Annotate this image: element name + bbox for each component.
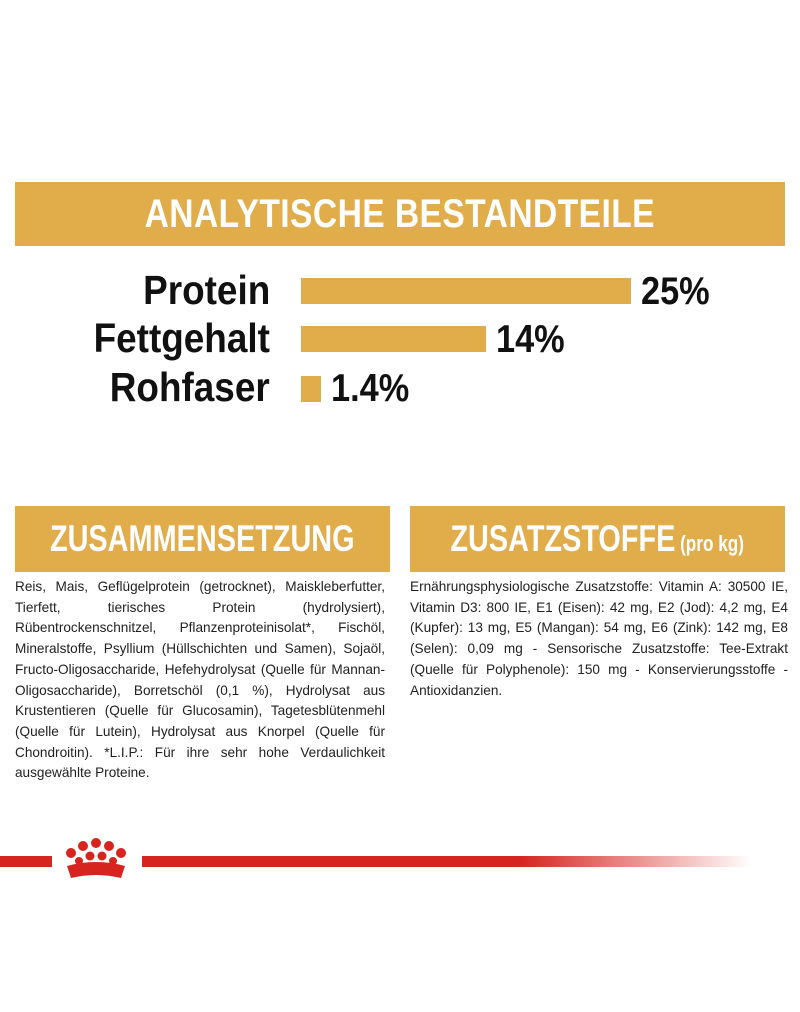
additives-title: ZUSATZSTOFFE: [450, 518, 676, 559]
additives-header: ZUSATZSTOFFE (pro kg): [410, 506, 785, 572]
additives-subtitle: (pro kg): [680, 531, 745, 556]
nutrient-bar-protein: [301, 278, 631, 304]
composition-text: Reis, Mais, Geflügelprotein (getrocknet)…: [15, 579, 385, 781]
footer-line-left: [0, 856, 52, 867]
nutrient-label-fettgehalt: Fettgehalt: [93, 315, 270, 361]
nutrient-bar-fettgehalt: [301, 326, 486, 352]
nutrient-label-rohfaser: Rohfaser: [110, 364, 270, 410]
composition-header: ZUSAMMENSETZUNG: [15, 506, 390, 572]
additives-text: Ernährungsphysiologische Zusatzstoffe: V…: [410, 579, 788, 698]
nutrient-value-rohfaser: 1.4%: [331, 367, 410, 410]
analysis-banner: ANALYTISCHE BESTANDTEILE: [15, 182, 785, 246]
composition-title: ZUSAMMENSETZUNG: [50, 518, 355, 559]
nutrient-value-fettgehalt: 14%: [496, 318, 565, 361]
crown-icon: [66, 838, 126, 878]
nutrient-value-protein: 25%: [641, 270, 710, 313]
analysis-title: ANALYTISCHE BESTANDTEILE: [144, 191, 656, 236]
nutrient-bar-rohfaser: [301, 376, 321, 402]
additives-heading: ZUSATZSTOFFE (pro kg): [451, 518, 745, 560]
nutrient-label-protein: Protein: [142, 267, 270, 313]
footer-line-right: [142, 856, 752, 867]
